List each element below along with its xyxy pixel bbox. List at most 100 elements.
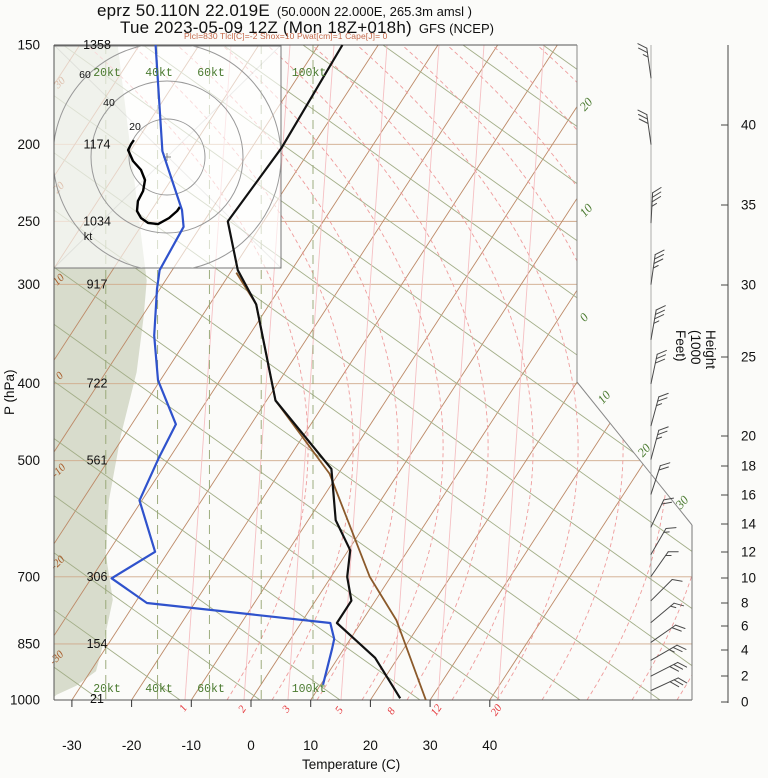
pressure-tick-label: 850 — [17, 636, 40, 651]
moist-adiabat-line — [86, 45, 309, 700]
dry-adiabat-exit-label: 0 — [577, 310, 592, 325]
height-dam-label: 154 — [87, 637, 108, 651]
wind-barb-feather — [658, 392, 669, 398]
station-title: eprz 50.110N 22.019E — [97, 1, 270, 20]
wind-barb-half-feather — [663, 531, 670, 533]
temp-tick-label: -10 — [182, 738, 202, 753]
mixing-ratio-label: 2 — [236, 703, 249, 715]
dry-adiabat-line — [462, 45, 692, 700]
wind-barb-feather — [669, 666, 679, 672]
stability-indices: Plcl=830 Tlcl[C]=-2 Shox=10 Pwat[cm]=1 C… — [184, 31, 388, 41]
height-dam-label: 1174 — [84, 137, 111, 151]
wind-barb-feather — [652, 187, 662, 194]
hodograph-ring — [90, 80, 244, 234]
mixing-ratio-line — [497, 45, 545, 700]
dry-adiabat-line — [54, 45, 421, 700]
wind-barb-staff — [650, 644, 678, 661]
moist-adiabat-line — [401, 45, 624, 700]
height-tick-label: 20 — [741, 429, 756, 444]
wind-scale-label: 60kt — [197, 683, 225, 696]
height-dam-label: 561 — [87, 454, 108, 468]
height-tick-label: 35 — [741, 198, 756, 213]
wind-scale-label: 40kt — [145, 683, 173, 696]
dry-adiabat-exit-label: 30 — [672, 492, 692, 512]
pressure-tick-label: 150 — [17, 38, 40, 53]
temp-tick-label: 10 — [303, 738, 318, 753]
dry-adiabat-exit-label: 10 — [577, 200, 596, 219]
height-tick-label: 25 — [741, 350, 756, 365]
wind-barb-half-feather — [642, 54, 649, 58]
mixing-ratio-line — [287, 45, 335, 700]
hodograph-ring-label: 40 — [103, 97, 115, 109]
isotherm-line — [54, 45, 379, 700]
dry-adiabat-line — [54, 45, 581, 700]
dry-adiabat-line — [54, 45, 661, 700]
model-name: GFS (NCEP) — [418, 21, 494, 36]
wind-barb-feather — [671, 579, 683, 582]
height-tick-label: 8 — [741, 596, 749, 611]
wind-barb-feather — [657, 430, 668, 436]
hodograph-ring-label: 60 — [79, 69, 91, 81]
wind-scale-label: 20kt — [93, 683, 121, 696]
wind-barb-feather — [677, 677, 688, 684]
height-dam-label: 1034 — [83, 214, 111, 228]
wind-barb-feather — [638, 118, 649, 124]
wind-barb-half-feather — [668, 649, 675, 653]
wind-barbs — [637, 43, 688, 691]
hodograph-unit-label: kt — [84, 231, 93, 243]
wind-barb-feather — [654, 249, 665, 256]
moist-adiabat-line — [356, 45, 579, 700]
plot-frame — [53, 44, 693, 701]
moist-adiabat-line — [536, 45, 692, 700]
wind-barb-feather — [665, 527, 677, 529]
isotherm-line — [54, 45, 439, 700]
dry-adiabat-line — [302, 45, 692, 700]
height-tick-label: 6 — [741, 619, 749, 634]
isotherm-line — [131, 45, 558, 700]
moist-adiabat-line — [176, 45, 399, 700]
isotherm-line — [190, 45, 618, 700]
height-dam-label: 1358 — [83, 38, 111, 52]
height-tick-label: 0 — [741, 695, 749, 710]
mixing-ratio-label: 1 — [177, 703, 190, 714]
hodograph-trace — [126, 139, 181, 226]
dewpoint-curve — [110, 44, 336, 686]
pressure-tick-label: 500 — [17, 453, 40, 468]
wind-scale-label: 100kt — [292, 683, 327, 696]
wind-barb-half-feather — [653, 320, 660, 324]
wind-barb-feather — [675, 624, 686, 629]
height-tick-label: 14 — [741, 517, 757, 532]
x-axis-title: Temperature (C) — [302, 757, 401, 772]
temp-tick-label: -30 — [62, 738, 82, 753]
pressure-axis-title: P (hPa) — [2, 369, 17, 415]
dry-adiabat-line — [54, 45, 692, 700]
wind-barb-half-feather — [670, 605, 677, 609]
wind-scale-label: 40kt — [145, 67, 173, 80]
height-axis-title: Height (1000 Feet) — [673, 330, 718, 370]
wind-barb-half-feather — [655, 436, 663, 440]
wind-barb-feather — [637, 43, 648, 49]
temp-tick-label: 30 — [423, 738, 438, 753]
temperature-curve — [226, 44, 402, 699]
height-tick-label: 40 — [741, 118, 756, 133]
wind-barb-feather — [654, 254, 664, 260]
wind-barb-feather — [657, 397, 668, 402]
dry-adiabat-exit-label: 10 — [595, 387, 614, 406]
isotherm-line — [489, 45, 692, 700]
mixing-ratio-label: 12 — [428, 702, 444, 718]
wind-barb-feather — [637, 109, 648, 116]
pressure-tick-label: 1000 — [10, 693, 40, 708]
axes-labels: -30 -20 -10 0 10 20 30 401502002503004005007008… — [10, 38, 757, 754]
wind-barb-half-feather — [652, 265, 659, 269]
pressure-tick-label: 300 — [17, 277, 40, 292]
height-dam-label: 21 — [90, 692, 104, 706]
dry-adiabat-line — [54, 45, 341, 700]
wind-barb-staff — [650, 396, 660, 427]
wind-barb-feather — [651, 191, 662, 198]
height-tick-label: 16 — [741, 488, 756, 503]
height-tick-label: 18 — [741, 459, 756, 474]
mixing-ratio-line — [437, 45, 485, 700]
pressure-tick-label: 700 — [17, 569, 40, 584]
station-details: (50.000N 22.000E, 265.3m amsl ) — [276, 4, 472, 19]
wind-scale-label: 20kt — [93, 67, 121, 80]
